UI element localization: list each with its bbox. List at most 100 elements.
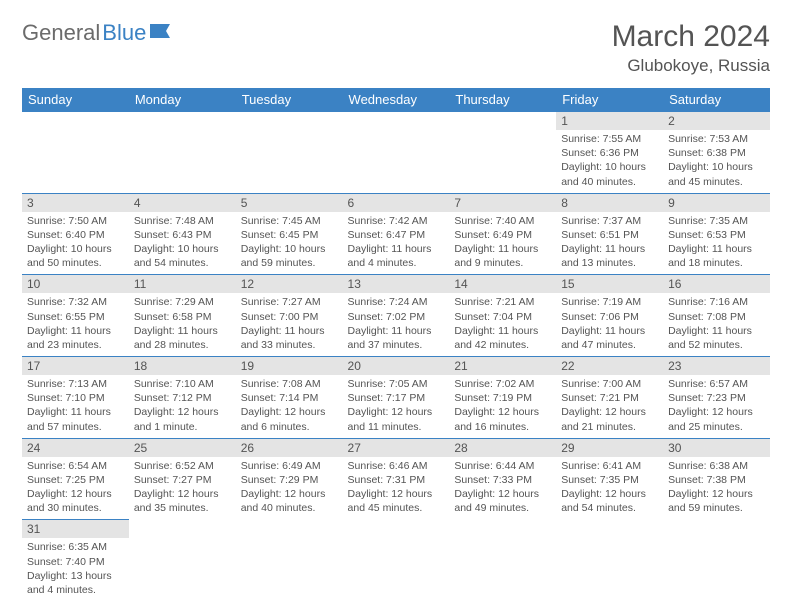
sunset-text: Sunset: 6:49 PM (454, 228, 551, 242)
daylight-text: Daylight: 13 hours and 4 minutes. (27, 569, 124, 597)
logo-flag-icon (150, 22, 174, 45)
weekday-header: Thursday (449, 88, 556, 112)
calendar-cell (236, 112, 343, 194)
daylight-text: Daylight: 12 hours and 6 minutes. (241, 405, 338, 433)
day-details: Sunrise: 6:57 AMSunset: 7:23 PMDaylight:… (663, 375, 770, 438)
sunrise-text: Sunrise: 7:32 AM (27, 295, 124, 309)
calendar-week-row: 17Sunrise: 7:13 AMSunset: 7:10 PMDayligh… (22, 357, 770, 439)
calendar-cell: 22Sunrise: 7:00 AMSunset: 7:21 PMDayligh… (556, 357, 663, 439)
day-number: 2 (663, 112, 770, 130)
sunset-text: Sunset: 7:06 PM (561, 310, 658, 324)
sunrise-text: Sunrise: 7:19 AM (561, 295, 658, 309)
daylight-text: Daylight: 12 hours and 30 minutes. (27, 487, 124, 515)
daylight-text: Daylight: 11 hours and 4 minutes. (348, 242, 445, 270)
weekday-header-row: Sunday Monday Tuesday Wednesday Thursday… (22, 88, 770, 112)
day-number: 20 (343, 357, 450, 375)
day-number: 11 (129, 275, 236, 293)
calendar-cell: 15Sunrise: 7:19 AMSunset: 7:06 PMDayligh… (556, 275, 663, 357)
daylight-text: Daylight: 10 hours and 45 minutes. (668, 160, 765, 188)
day-details: Sunrise: 7:05 AMSunset: 7:17 PMDaylight:… (343, 375, 450, 438)
sunset-text: Sunset: 6:40 PM (27, 228, 124, 242)
sunset-text: Sunset: 7:14 PM (241, 391, 338, 405)
daylight-text: Daylight: 10 hours and 40 minutes. (561, 160, 658, 188)
day-number: 30 (663, 439, 770, 457)
day-number: 12 (236, 275, 343, 293)
sunset-text: Sunset: 7:19 PM (454, 391, 551, 405)
calendar-cell: 10Sunrise: 7:32 AMSunset: 6:55 PMDayligh… (22, 275, 129, 357)
calendar-cell: 16Sunrise: 7:16 AMSunset: 7:08 PMDayligh… (663, 275, 770, 357)
day-details: Sunrise: 7:29 AMSunset: 6:58 PMDaylight:… (129, 293, 236, 356)
sunset-text: Sunset: 7:29 PM (241, 473, 338, 487)
calendar-cell (556, 520, 663, 601)
day-number: 18 (129, 357, 236, 375)
sunset-text: Sunset: 7:40 PM (27, 555, 124, 569)
sunrise-text: Sunrise: 7:48 AM (134, 214, 231, 228)
sunrise-text: Sunrise: 7:53 AM (668, 132, 765, 146)
daylight-text: Daylight: 12 hours and 11 minutes. (348, 405, 445, 433)
daylight-text: Daylight: 11 hours and 52 minutes. (668, 324, 765, 352)
day-number: 6 (343, 194, 450, 212)
daylight-text: Daylight: 12 hours and 16 minutes. (454, 405, 551, 433)
daylight-text: Daylight: 10 hours and 59 minutes. (241, 242, 338, 270)
daylight-text: Daylight: 12 hours and 49 minutes. (454, 487, 551, 515)
daylight-text: Daylight: 12 hours and 35 minutes. (134, 487, 231, 515)
day-details: Sunrise: 7:37 AMSunset: 6:51 PMDaylight:… (556, 212, 663, 275)
sunrise-text: Sunrise: 6:35 AM (27, 540, 124, 554)
day-details: Sunrise: 7:19 AMSunset: 7:06 PMDaylight:… (556, 293, 663, 356)
calendar-cell: 26Sunrise: 6:49 AMSunset: 7:29 PMDayligh… (236, 438, 343, 520)
day-details: Sunrise: 6:35 AMSunset: 7:40 PMDaylight:… (22, 538, 129, 601)
sunset-text: Sunset: 7:00 PM (241, 310, 338, 324)
location-subtitle: Glubokoye, Russia (612, 56, 770, 76)
sunrise-text: Sunrise: 7:42 AM (348, 214, 445, 228)
sunset-text: Sunset: 6:55 PM (27, 310, 124, 324)
daylight-text: Daylight: 12 hours and 1 minute. (134, 405, 231, 433)
day-details: Sunrise: 6:49 AMSunset: 7:29 PMDaylight:… (236, 457, 343, 520)
day-details: Sunrise: 6:54 AMSunset: 7:25 PMDaylight:… (22, 457, 129, 520)
day-details: Sunrise: 6:41 AMSunset: 7:35 PMDaylight:… (556, 457, 663, 520)
day-details: Sunrise: 7:40 AMSunset: 6:49 PMDaylight:… (449, 212, 556, 275)
weekday-header: Sunday (22, 88, 129, 112)
sunset-text: Sunset: 6:43 PM (134, 228, 231, 242)
day-details: Sunrise: 7:08 AMSunset: 7:14 PMDaylight:… (236, 375, 343, 438)
sunrise-text: Sunrise: 7:00 AM (561, 377, 658, 391)
calendar-cell: 1Sunrise: 7:55 AMSunset: 6:36 PMDaylight… (556, 112, 663, 194)
day-details: Sunrise: 7:13 AMSunset: 7:10 PMDaylight:… (22, 375, 129, 438)
day-number: 22 (556, 357, 663, 375)
sunrise-text: Sunrise: 7:50 AM (27, 214, 124, 228)
calendar-cell (449, 112, 556, 194)
calendar-cell: 24Sunrise: 6:54 AMSunset: 7:25 PMDayligh… (22, 438, 129, 520)
daylight-text: Daylight: 12 hours and 54 minutes. (561, 487, 658, 515)
day-details: Sunrise: 6:38 AMSunset: 7:38 PMDaylight:… (663, 457, 770, 520)
sunrise-text: Sunrise: 7:02 AM (454, 377, 551, 391)
day-number: 31 (22, 520, 129, 538)
day-details: Sunrise: 7:21 AMSunset: 7:04 PMDaylight:… (449, 293, 556, 356)
sunrise-text: Sunrise: 7:27 AM (241, 295, 338, 309)
day-number: 21 (449, 357, 556, 375)
calendar-table: Sunday Monday Tuesday Wednesday Thursday… (22, 88, 770, 601)
day-number: 24 (22, 439, 129, 457)
calendar-cell (22, 112, 129, 194)
daylight-text: Daylight: 11 hours and 57 minutes. (27, 405, 124, 433)
day-details: Sunrise: 7:55 AMSunset: 6:36 PMDaylight:… (556, 130, 663, 193)
sunset-text: Sunset: 7:04 PM (454, 310, 551, 324)
sunrise-text: Sunrise: 7:21 AM (454, 295, 551, 309)
sunset-text: Sunset: 7:21 PM (561, 391, 658, 405)
calendar-cell: 11Sunrise: 7:29 AMSunset: 6:58 PMDayligh… (129, 275, 236, 357)
day-number: 4 (129, 194, 236, 212)
sunrise-text: Sunrise: 7:37 AM (561, 214, 658, 228)
calendar-cell (236, 520, 343, 601)
day-number: 5 (236, 194, 343, 212)
calendar-cell: 28Sunrise: 6:44 AMSunset: 7:33 PMDayligh… (449, 438, 556, 520)
sunset-text: Sunset: 6:45 PM (241, 228, 338, 242)
day-details: Sunrise: 7:02 AMSunset: 7:19 PMDaylight:… (449, 375, 556, 438)
calendar-cell: 7Sunrise: 7:40 AMSunset: 6:49 PMDaylight… (449, 193, 556, 275)
day-details: Sunrise: 7:32 AMSunset: 6:55 PMDaylight:… (22, 293, 129, 356)
day-number: 25 (129, 439, 236, 457)
sunset-text: Sunset: 6:53 PM (668, 228, 765, 242)
sunrise-text: Sunrise: 7:45 AM (241, 214, 338, 228)
calendar-cell: 25Sunrise: 6:52 AMSunset: 7:27 PMDayligh… (129, 438, 236, 520)
calendar-cell: 9Sunrise: 7:35 AMSunset: 6:53 PMDaylight… (663, 193, 770, 275)
day-number: 19 (236, 357, 343, 375)
calendar-cell: 2Sunrise: 7:53 AMSunset: 6:38 PMDaylight… (663, 112, 770, 194)
calendar-cell: 6Sunrise: 7:42 AMSunset: 6:47 PMDaylight… (343, 193, 450, 275)
